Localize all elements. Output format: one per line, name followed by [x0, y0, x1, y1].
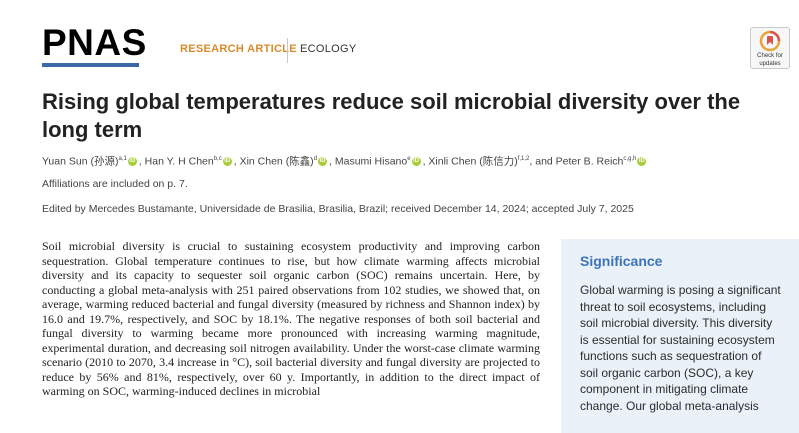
significance-heading: Significance [580, 253, 663, 269]
author-affiliation-marker: b,c [213, 156, 222, 162]
author-affiliation-marker: e [407, 156, 411, 162]
author-name[interactable]: Xin Chen (陈鑫) [239, 155, 314, 168]
author-name[interactable]: Yuan Sun (孙源) [42, 155, 119, 168]
significance-box: Significance Global warming is posing a … [561, 239, 799, 433]
orcid-icon[interactable]: iD [222, 157, 232, 167]
check-for-updates-label-line2: updates [759, 61, 781, 67]
section-label[interactable]: ECOLOGY [300, 43, 357, 55]
author-affiliation-marker: c,g,h [623, 156, 637, 162]
author-affiliation-marker: d [313, 156, 318, 162]
author-name[interactable]: Han Y. H Chen [144, 155, 214, 168]
author-name[interactable]: Masumi Hisano [334, 155, 408, 168]
author-list: Yuan Sun (孙源)a,1 iD, Han Y. H Chenb,c iD, … [42, 155, 647, 168]
significance-text: Global warming is posing a significant t… [580, 283, 781, 413]
author-name[interactable]: Xinli Chen (陈信力) [428, 155, 518, 168]
check-for-updates-icon [759, 30, 781, 52]
abstract-text: Soil microbial diversity is crucial to s… [42, 239, 540, 398]
author-affiliation-marker: a,1 [118, 156, 127, 162]
check-for-updates-button[interactable]: Check for updates [750, 27, 790, 69]
check-for-updates-label-line1: Check for [757, 53, 783, 59]
orcid-icon[interactable]: iD [318, 157, 328, 167]
header-divider [287, 38, 288, 63]
author-conjunction: , and [529, 155, 556, 168]
article-type-label[interactable]: RESEARCH ARTICLE [180, 43, 297, 55]
orcid-icon[interactable]: iD [411, 157, 421, 167]
edited-by-line: Edited by Mercedes Bustamante, Universid… [42, 203, 634, 215]
orcid-icon[interactable]: iD [637, 157, 647, 167]
author-name[interactable]: Peter B. Reich [555, 155, 624, 168]
affiliations-note[interactable]: Affiliations are included on p. 7. [42, 178, 188, 190]
logo-underline [42, 63, 139, 67]
author-affiliation-marker: f,1,2 [517, 156, 530, 162]
journal-logo[interactable]: PNAS [42, 22, 147, 63]
article-title: Rising global temperatures reduce soil m… [42, 89, 741, 142]
orcid-icon[interactable]: iD [127, 157, 137, 167]
